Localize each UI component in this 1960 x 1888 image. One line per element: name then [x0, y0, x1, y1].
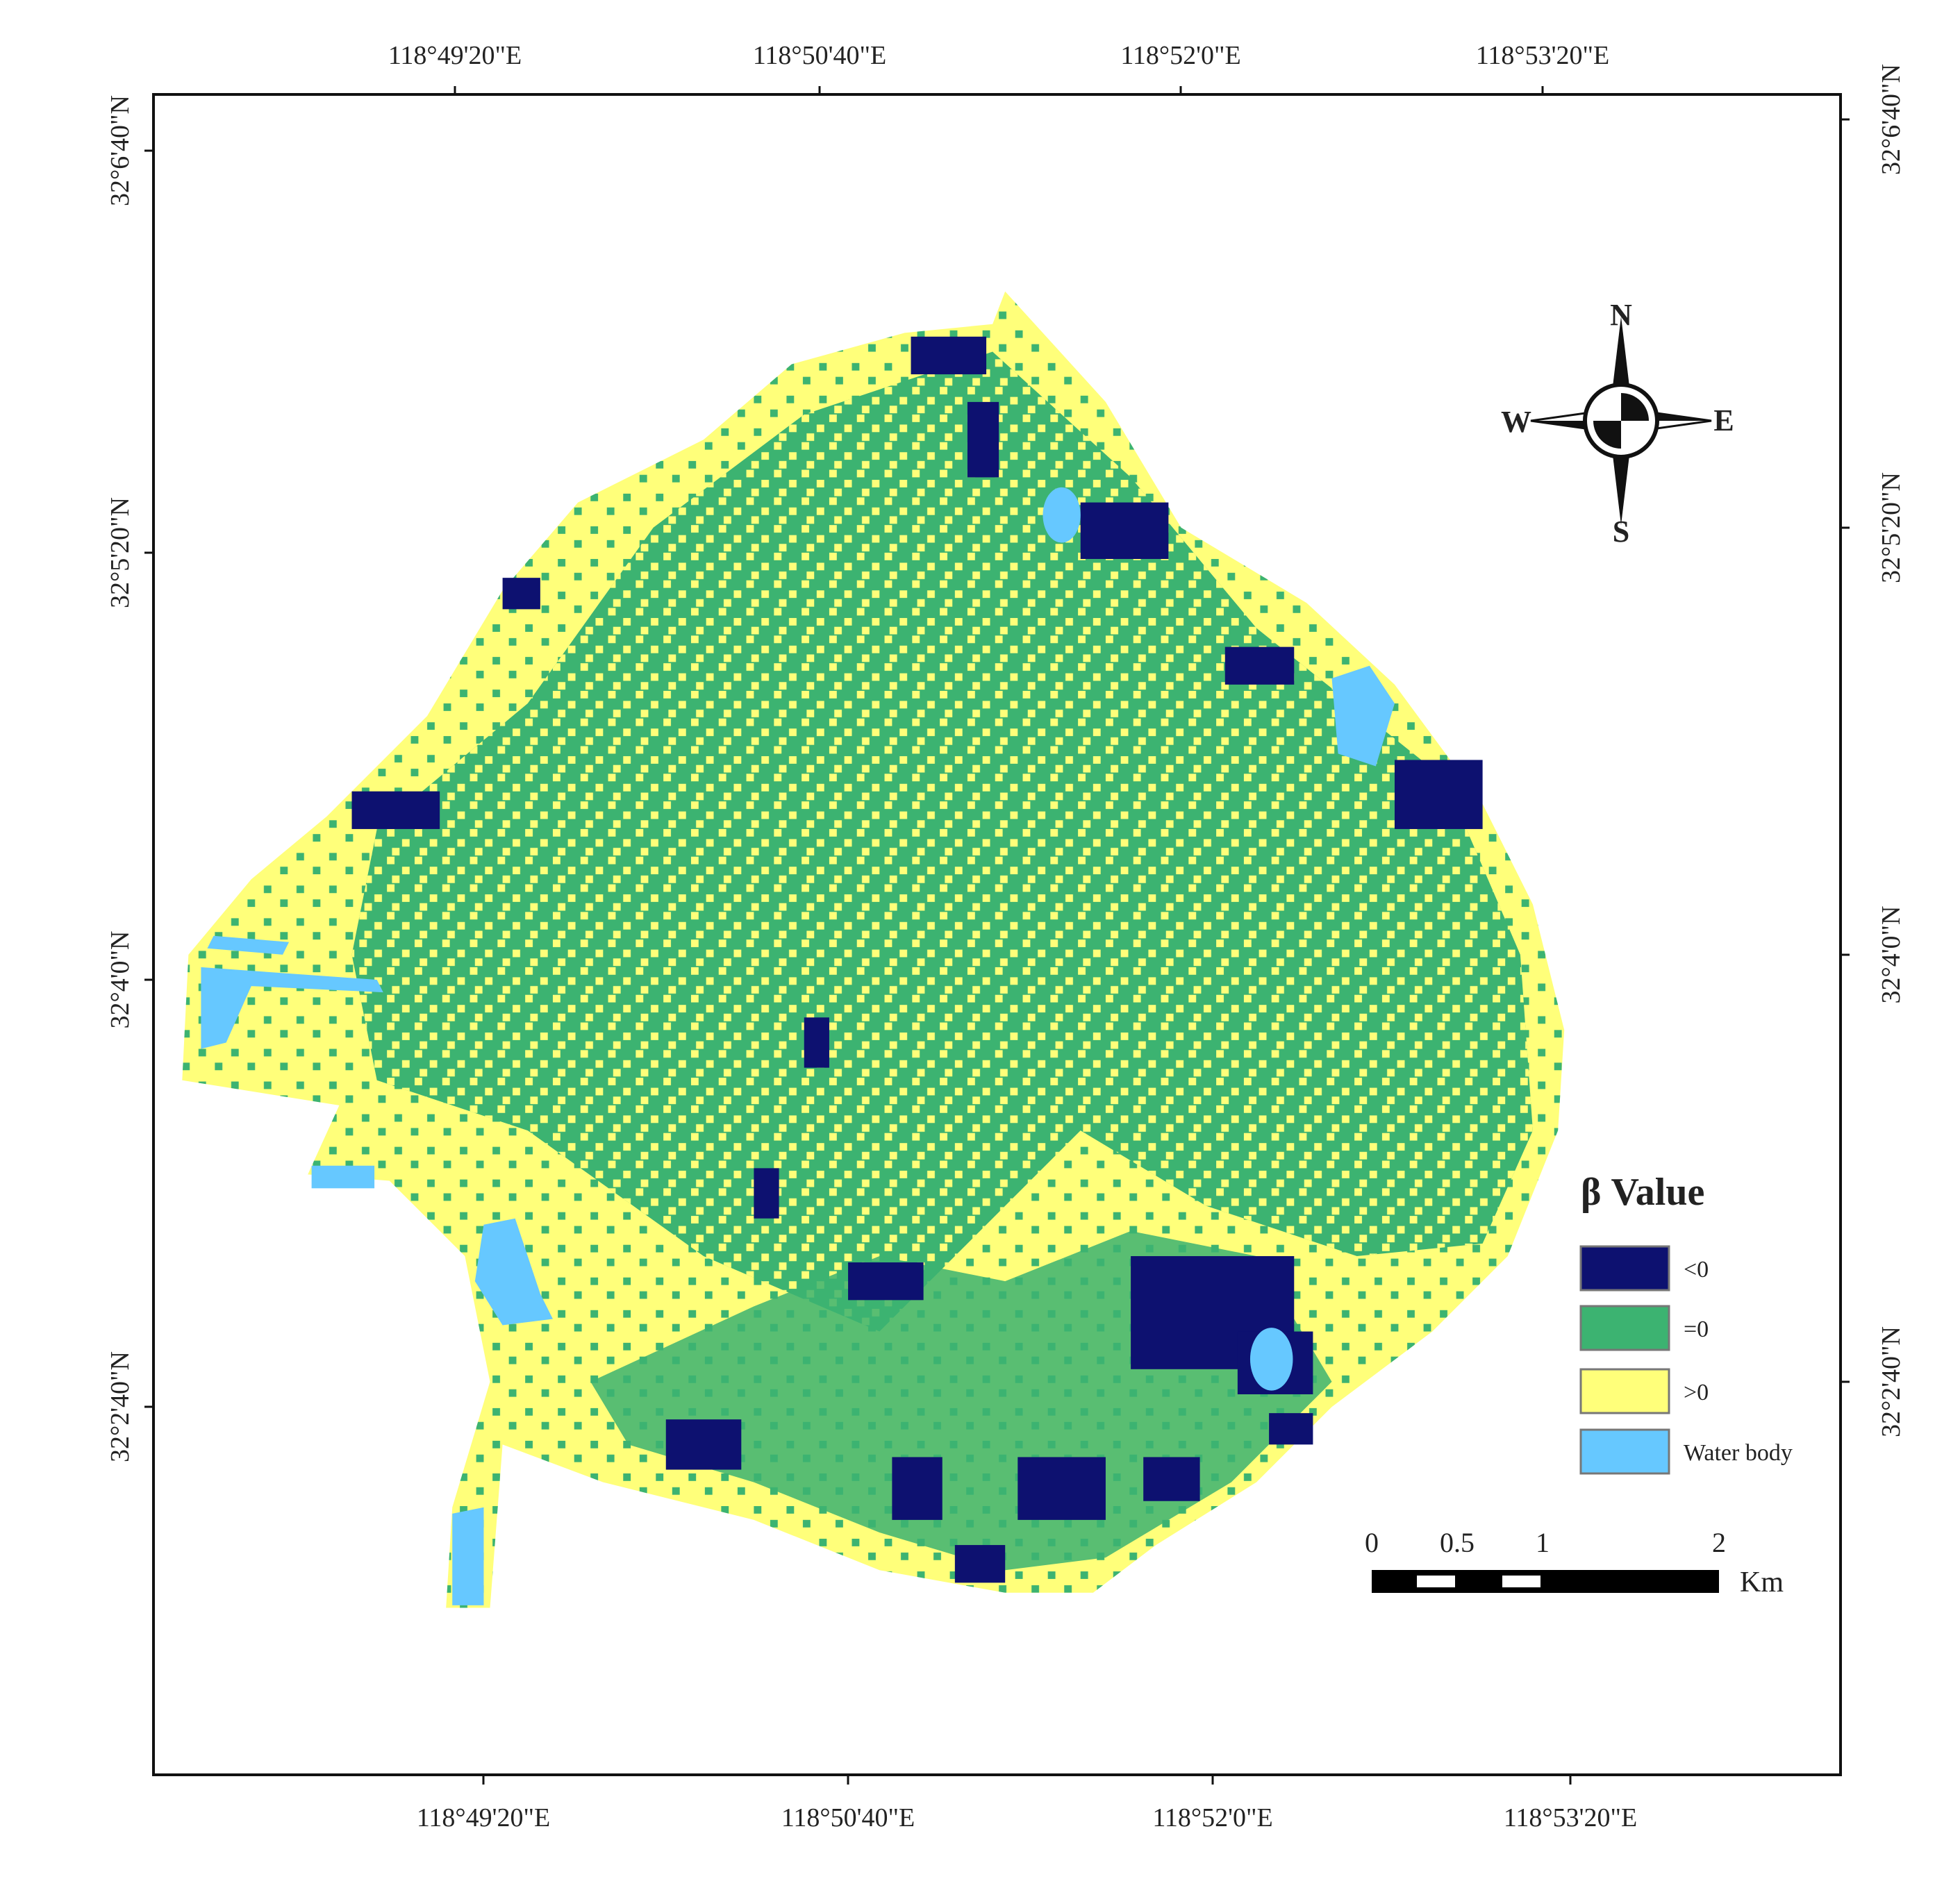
top-tick-label: 118°52'0"E [1120, 41, 1240, 70]
scale-label: 2 [1712, 1527, 1726, 1558]
scale-unit: Km [1740, 1567, 1784, 1598]
bottom-tick-label: 118°49'20"E [417, 1803, 550, 1832]
top-tick-label: 118°50'40"E [753, 41, 886, 70]
compass-rose [1530, 317, 1712, 525]
legend-swatch [1579, 1368, 1670, 1414]
water-bodies [201, 487, 1395, 1605]
top-tick-label: 118°49'20"E [388, 41, 522, 70]
legend-swatch [1579, 1305, 1670, 1351]
compass-s: S [1613, 515, 1629, 549]
right-tick-label: 32°5'20"N [1877, 472, 1906, 583]
legend-label: =0 [1684, 1317, 1709, 1342]
compass-n: N [1610, 298, 1632, 332]
legend-label: >0 [1684, 1380, 1709, 1405]
legend-swatch [1579, 1428, 1670, 1475]
bottom-tick-label: 118°53'20"E [1504, 1803, 1637, 1832]
right-tick-label: 32°4'0"N [1877, 906, 1906, 1004]
bottom-tick-label: 118°50'40"E [781, 1803, 915, 1832]
scale-label: 1 [1536, 1527, 1550, 1558]
left-tick-label: 32°6'40"N [106, 95, 135, 206]
negative-patches [351, 336, 1483, 1583]
legend-label: <0 [1684, 1257, 1709, 1283]
legend-label: Water body [1684, 1440, 1793, 1466]
left-tick-label: 32°2'40"N [106, 1351, 135, 1462]
compass-w: W [1501, 405, 1531, 439]
legend-title: β Value [1581, 1171, 1704, 1214]
area-zero-speckle [351, 351, 1533, 1332]
scale-label: 0.5 [1440, 1527, 1475, 1558]
right-tick-label: 32°2'40"N [1877, 1326, 1906, 1437]
left-tick-label: 32°5'20"N [106, 497, 135, 608]
bottom-tick-label: 118°52'0"E [1152, 1803, 1272, 1832]
compass-e: E [1713, 403, 1734, 437]
left-tick-label: 32°4'0"N [106, 931, 135, 1029]
top-tick-label: 118°53'20"E [1476, 41, 1609, 70]
scale-bar [1372, 1570, 1719, 1593]
scale-label: 0 [1365, 1527, 1379, 1558]
legend-swatch [1579, 1245, 1670, 1292]
right-tick-label: 32°6'40"N [1877, 64, 1906, 175]
study-area [182, 291, 1565, 1608]
